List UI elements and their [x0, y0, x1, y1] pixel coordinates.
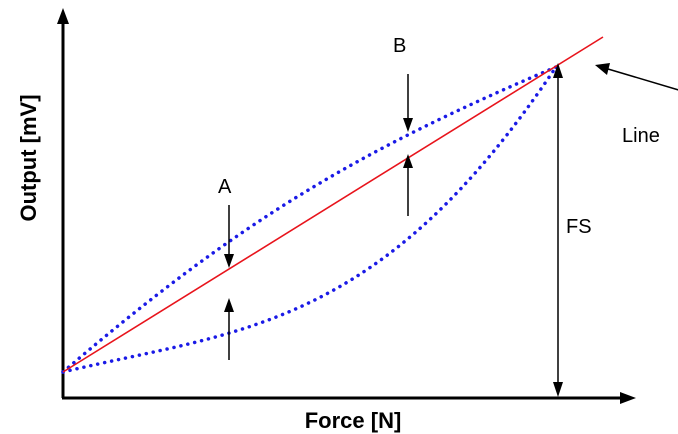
x-axis-label: Force [N]: [305, 408, 402, 433]
line-pointer-arrow: [607, 68, 678, 91]
fs-arrow-top-head: [553, 63, 563, 78]
a-arrow-up-head: [224, 298, 234, 312]
a-arrow-down-head: [224, 254, 234, 268]
a-label: A: [218, 176, 232, 198]
y-axis-label: Output [mV]: [16, 94, 41, 221]
loading-curve: [61, 65, 558, 374]
b-label: B: [393, 35, 406, 57]
x-axis-arrow: [620, 392, 636, 404]
unloading-curve: [61, 65, 558, 374]
line-pointer-arrow-head: [595, 63, 610, 75]
linear-fit-line: [62, 36, 604, 373]
fs-arrow-bottom-head: [553, 382, 563, 397]
fs-label: FS: [566, 216, 592, 238]
y-axis-arrow: [57, 8, 69, 24]
line-label: Line: [622, 125, 660, 147]
b-arrow-down-head: [403, 118, 413, 132]
b-arrow-up-head: [403, 154, 413, 168]
